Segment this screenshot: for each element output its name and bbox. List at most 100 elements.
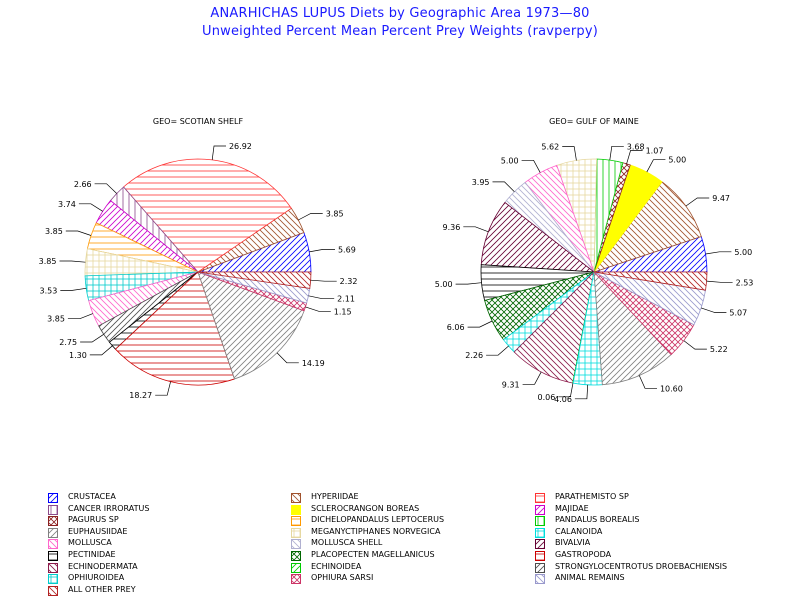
slice-value-label: 5.00 [668,156,686,165]
slice-value-label: 3.85 [45,227,63,236]
legend-label: MOLLUSCA [68,538,112,548]
legend-swatch [535,574,545,585]
slice-value-label: 5.62 [541,143,559,152]
slice-leader-line [78,203,103,212]
legend-swatch [291,527,301,538]
slice-leader-line [683,340,707,350]
legend-swatch [535,551,545,561]
legend-label: MOLLUSCA SHELL [311,538,383,548]
legend-label: PLACOPECTEN MAGELLANICUS [311,550,435,559]
pie-slice-euphausiidae [197,271,305,380]
slice-value-label: 5.22 [710,345,728,354]
legend-label: ECHINOIDEA [311,561,362,571]
slice-leader-line [211,145,226,160]
slice-value-label: 2.26 [465,351,483,360]
legend-label: BIVALVIA [555,538,591,548]
slice-leader-line [276,352,299,364]
legend-label: GASTROPODA [555,550,612,559]
slice-value-label: 14.19 [302,359,325,368]
slice-value-label: 2.75 [59,338,77,347]
slice-leader-line [706,280,733,283]
legend-label: DICHELOPANDALUS LEPTOCERUS [311,515,445,525]
slice-value-label: 3.95 [472,178,490,187]
slice-leader-line [455,282,482,285]
legend-swatch [291,574,301,585]
legend-swatch [48,585,58,596]
slice-leader-line [521,159,541,173]
pie-geo-gulf-of-maine: GEO= GULF OF MAINE 5.00 9.47 5.00 1.073.68 5.… [435,117,754,404]
legend-swatch [535,504,545,515]
legend-label: PECTINIDAE [68,550,116,559]
slice-leader-line [700,307,727,313]
legend-swatch [291,516,301,527]
slice-value-label: 3.85 [39,257,57,266]
slice-value-label: 1.07 [646,146,664,155]
slice-leader-line [685,197,710,207]
chart-subtitle: Unweighted Percent Mean Percent Prey Wei… [202,24,598,39]
slice-leader-line [67,313,94,320]
slice-value-label: 3.68 [627,142,645,151]
slice-leader-line [89,345,113,356]
legend-swatch [291,493,301,503]
slice-value-label: 5.69 [338,245,356,254]
slice-leader-line [562,146,577,161]
legend-swatch [535,539,545,550]
slice-leader-line [94,183,117,194]
legend-label: ANIMAL REMAINS [555,573,625,583]
pie-title: GEO= SCOTIAN SHELF [153,117,244,126]
legend-swatch [291,562,301,573]
legend-label: SCLEROCRANGON BOREAS [311,503,420,513]
chart-title: ANARHICHAS LUPUS Diets by Geographic Are… [210,6,590,21]
slice-leader-line [80,334,104,343]
slice-leader-line [309,249,335,253]
slice-leader-line [59,260,86,263]
legend-label: MEGANYCTIPHANES NORVEGICA [311,526,441,536]
legend-swatch [48,493,58,503]
legend-swatch [48,527,58,538]
slice-leader-line [626,150,643,164]
legend-label: MAJIDAE [555,503,589,513]
pie-title: GEO= GULF OF MAINE [549,117,639,126]
legend-label: EUPHAUSIIDAE [68,526,128,536]
pie-slice-gastropoda [114,271,236,386]
slice-value-label: 1.30 [69,351,87,360]
legend-swatch [48,504,58,515]
slice-value-label: 5.07 [729,308,747,317]
slice-value-label: 2.11 [337,295,355,304]
legend-label: PARATHEMISTO SP [555,492,629,501]
slice-value-label: 9.47 [712,194,730,203]
slice-value-label: 5.00 [435,280,453,289]
legend-swatch [291,539,301,550]
slice-value-label: 6.06 [447,323,465,332]
legend-label: PAGURUS SP [68,515,119,525]
legend-swatch [535,562,545,573]
legend-swatch [535,527,545,538]
slice-value-label: 2.32 [340,277,358,286]
legend-label: PANDALUS BOREALIS [555,515,640,525]
slice-value-label: 10.60 [660,384,683,393]
legend-label: CANCER IRRORATUS [68,503,150,513]
slice-leader-line [310,279,337,282]
slice-leader-line [305,306,331,312]
slice-leader-line [467,320,493,328]
legend-swatch [535,493,545,503]
legend-swatch [48,539,58,550]
slice-value-label: 2.53 [736,278,754,287]
legend-label: CRUSTACEA [68,492,116,501]
slice-leader-line [609,145,624,161]
legend-label: OPHIURA SARSI [311,573,374,583]
legend-label: ALL OTHER PREY [68,584,136,594]
pie-geo-scotian-shelf: GEO= SCOTIAN SHELF 5.69 3.85 26.92 2.66 3.74 3… [39,117,358,400]
slice-value-label: 26.92 [229,142,252,151]
slice-value-label: 1.15 [334,307,352,316]
slice-leader-line [638,375,657,389]
slice-value-label: 3.85 [326,210,344,219]
slice-value-label: 5.00 [501,156,519,165]
slice-leader-line [522,371,542,385]
slice-value-label: 5.00 [734,248,752,257]
slice-leader-line [705,251,732,255]
slice-leader-line [308,295,335,300]
legend-swatch [291,551,301,561]
